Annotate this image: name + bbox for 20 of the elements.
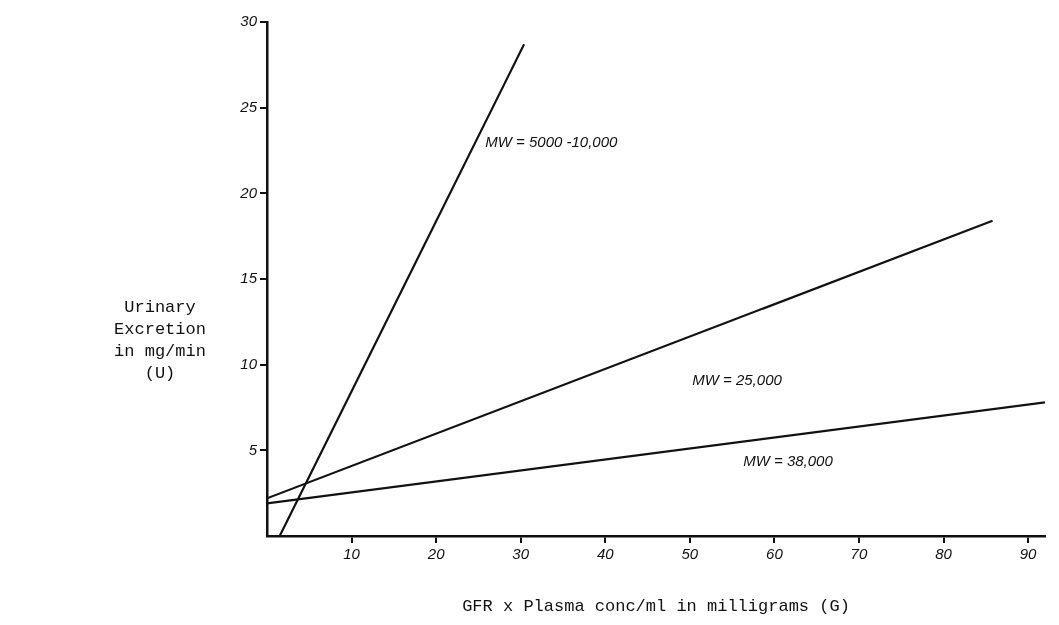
y-tick-label: 30 <box>240 12 258 30</box>
y-tick-label: 15 <box>240 269 258 287</box>
y-tick-label: 10 <box>240 354 258 372</box>
x-tick-label: 50 <box>681 545 699 563</box>
x-tick-label: 40 <box>596 545 615 563</box>
x-tick-label: 80 <box>935 545 953 563</box>
x-axis-title: GFR x Plasma conc/ml in milligrams (G) <box>462 597 850 617</box>
text: MW = 25,000 <box>692 370 783 388</box>
x-tick-label: 30 <box>512 545 530 563</box>
y-tick-label: 5 <box>248 440 258 458</box>
x-tick-label: 20 <box>426 545 446 563</box>
series-label: MW = 5000 -10,000 <box>485 132 619 150</box>
x-tick-label: 70 <box>850 545 868 563</box>
x-tick-label: 60 <box>766 545 784 563</box>
y-tick-label: 20 <box>239 183 258 201</box>
y-axis-title: Urinary Excretion in mg/min (U) <box>114 297 206 383</box>
x-tick-label: 90 <box>1019 545 1038 563</box>
y-tick-label: 25 <box>239 97 258 115</box>
series-label: MW = 38,000 <box>743 451 834 469</box>
x-tick-label: 10 <box>343 545 361 563</box>
